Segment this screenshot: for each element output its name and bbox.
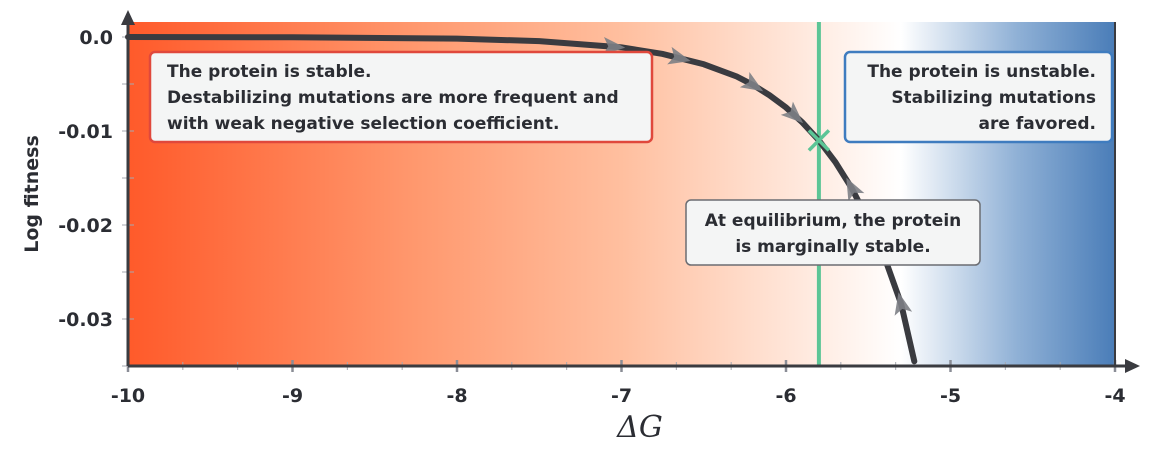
annotation-line: Stabilizing mutations: [891, 88, 1096, 108]
x-tick-label: -10: [111, 385, 145, 407]
annotation-equilibrium: At equilibrium, the protein is marginall…: [685, 199, 981, 266]
annotation-unstable: The protein is unstable. Stabilizing mut…: [843, 50, 1114, 144]
flow-arrow-icon: [894, 292, 913, 316]
annotation-line: Destabilizing mutations are more frequen…: [167, 88, 619, 108]
y-axis-arrow-icon: [121, 10, 135, 25]
y-tick-label: 0.0: [79, 27, 113, 49]
annotation-line: is marginally stable.: [735, 237, 930, 257]
y-tick-label: -0.02: [58, 215, 113, 237]
annotation-line: At equilibrium, the protein: [705, 211, 962, 231]
x-axis-label: ΔG: [616, 410, 663, 445]
x-tick-label: -6: [775, 385, 796, 407]
flow-arrow-icon: [739, 71, 764, 92]
annotation-stable: The protein is stable. Destabilizing mut…: [148, 50, 654, 144]
x-axis-arrow-icon: [1125, 359, 1140, 373]
flow-arrow-icon: [667, 46, 691, 65]
equilibrium-marker: [807, 129, 831, 152]
x-tick-label: -5: [940, 385, 961, 407]
y-tick-label: -0.01: [58, 121, 113, 143]
y-axis-label: Log fitness: [21, 135, 43, 253]
equilibrium-cross-icon: [807, 129, 831, 152]
annotation-line: The protein is stable.: [167, 62, 371, 82]
x-tick-label: -4: [1104, 385, 1125, 407]
flow-arrow-icon: [846, 177, 865, 202]
x-tick-label: -7: [611, 385, 632, 407]
flow-arrow-icon: [602, 36, 626, 55]
x-tick-label: -8: [446, 385, 467, 407]
y-tick-label: -0.03: [58, 309, 113, 331]
flow-arrow-icon: [780, 101, 804, 124]
annotation-line: The protein is unstable.: [867, 62, 1096, 82]
annotation-line: with weak negative selection coefficient…: [167, 114, 559, 134]
annotation-line: are favored.: [979, 114, 1096, 134]
x-tick-label: -9: [282, 385, 303, 407]
